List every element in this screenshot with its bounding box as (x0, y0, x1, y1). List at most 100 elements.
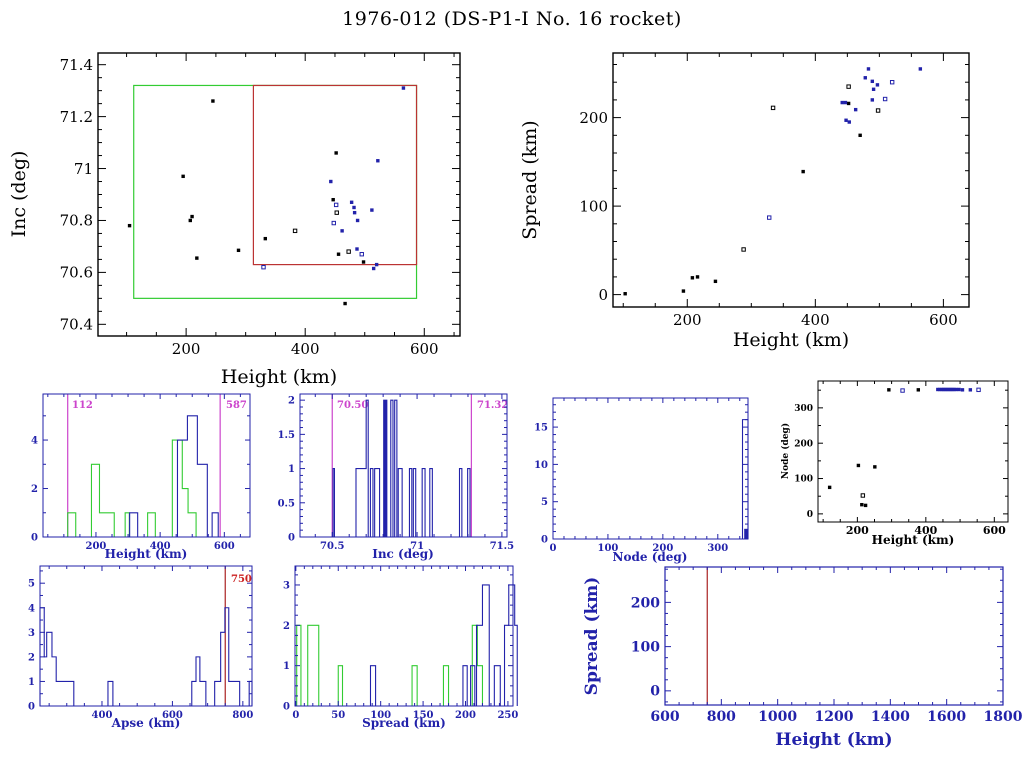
data-point (188, 218, 192, 223)
tick-label: 0 (28, 702, 35, 713)
tick-label: 400 (291, 340, 320, 358)
tick-label: 800 (232, 710, 253, 721)
data-point (741, 247, 746, 252)
plot-frame (299, 393, 508, 538)
data-point (853, 107, 858, 112)
data-point (866, 67, 871, 71)
data-point (870, 98, 875, 102)
tick-label: 0 (288, 533, 295, 544)
tick-label: 15 (534, 423, 548, 434)
data-point (938, 387, 942, 392)
data-point (887, 388, 891, 392)
tick-label: 2 (288, 396, 295, 407)
tick-label: 0.5 (278, 498, 295, 509)
data-point (840, 100, 844, 105)
tick-label: 200 (631, 595, 660, 611)
x-axis-label: Inc (deg) (372, 547, 434, 561)
data-point (690, 276, 695, 280)
plot-frame (42, 393, 251, 538)
data-point (352, 205, 356, 210)
data-point (860, 493, 866, 498)
data-point (873, 465, 877, 469)
data-point (846, 101, 851, 106)
tick-label: 800 (707, 709, 736, 725)
tick-label: 400 (92, 710, 113, 721)
data-point (856, 463, 861, 468)
histogram-series-blue (129, 415, 219, 537)
data-point (346, 249, 351, 254)
threshold-label: 71.32 (477, 400, 508, 411)
tick-label: 600 (162, 710, 183, 721)
data-point (374, 262, 379, 267)
data-point (943, 387, 948, 392)
histogram-series-green (296, 624, 484, 706)
data-point (329, 179, 333, 184)
data-point (401, 86, 406, 90)
y-axis-label: Node (deg) (780, 423, 791, 479)
panel-apse-histogram: 750 400 600 800 0 1 2 3 4 5 Apse (km) (28, 565, 253, 730)
tick-label: 0 (598, 286, 608, 304)
x-axis-label: Spread (km) (362, 716, 446, 730)
data-point (860, 502, 864, 507)
data-point (371, 266, 376, 271)
data-point (941, 387, 946, 392)
tick-label: 2 (283, 621, 290, 632)
data-point (263, 236, 268, 241)
tick-label: 1400 (871, 709, 910, 725)
tick-label: 1.5 (278, 430, 295, 441)
plot-frame (294, 565, 514, 707)
data-point (211, 99, 215, 103)
data-point (945, 387, 949, 392)
tick-label: 250 (497, 710, 518, 721)
tick-label: 0 (31, 533, 38, 544)
plot-frame (817, 380, 1009, 523)
tick-label: 4 (31, 436, 38, 447)
x-axis-label: Height (km) (221, 366, 337, 388)
tick-label: 600 (650, 709, 679, 725)
chart-title: 1976-012 (DS-P1-I No. 16 rocket) (342, 8, 682, 30)
tick-label: 2 (31, 484, 38, 495)
tick-label: 300 (707, 543, 728, 554)
data-point (331, 197, 335, 202)
plot-frame (664, 566, 1004, 706)
tick-label: 0 (541, 535, 548, 546)
tick-label: 100 (597, 543, 618, 554)
tick-label: 400 (914, 524, 937, 537)
threshold-label: 112 (72, 400, 93, 411)
data-point (767, 215, 772, 220)
tick-label: 70.6 (60, 264, 93, 282)
tick-label: 71.2 (60, 108, 93, 126)
tick-label: 1000 (758, 709, 797, 725)
data-point (336, 252, 341, 256)
tick-label: 1200 (815, 709, 854, 725)
tick-label: 0 (807, 510, 813, 520)
tick-label: 0 (283, 702, 290, 713)
tick-label: 100 (794, 475, 813, 485)
panel-node-histogram: 0 100 200 300 0 5 10 15 Node (deg) (534, 397, 749, 564)
histogram-series-blue (332, 399, 471, 537)
tick-label: 100 (579, 197, 608, 215)
tick-label: 200 (794, 439, 813, 449)
tick-label: 400 (150, 541, 171, 552)
data-point (957, 387, 961, 392)
x-axis-label: Apse (km) (111, 716, 181, 730)
data-point (236, 248, 241, 253)
tick-label: 2 (28, 652, 35, 663)
tick-label: 3 (283, 580, 290, 591)
data-point (334, 210, 339, 215)
panel-inc-histogram: 70.50 71.32 70.5 71 71.5 0 0.5 1 1.5 2 Inc (deg) (278, 393, 514, 561)
histogram-series-blue (39, 607, 253, 706)
tick-label: 300 (794, 404, 813, 414)
tick-label: 600 (214, 541, 235, 552)
data-point (623, 292, 627, 296)
tick-label: 70.4 (60, 316, 93, 334)
tick-label: 71 (410, 541, 424, 552)
plot-frame (97, 52, 461, 337)
data-point (261, 264, 266, 270)
tick-label: 200 (172, 340, 201, 358)
data-point (355, 247, 359, 251)
data-point (858, 133, 862, 138)
data-point (361, 260, 366, 264)
data-point (882, 96, 888, 102)
y-axis-label: Spread (km) (582, 577, 602, 696)
